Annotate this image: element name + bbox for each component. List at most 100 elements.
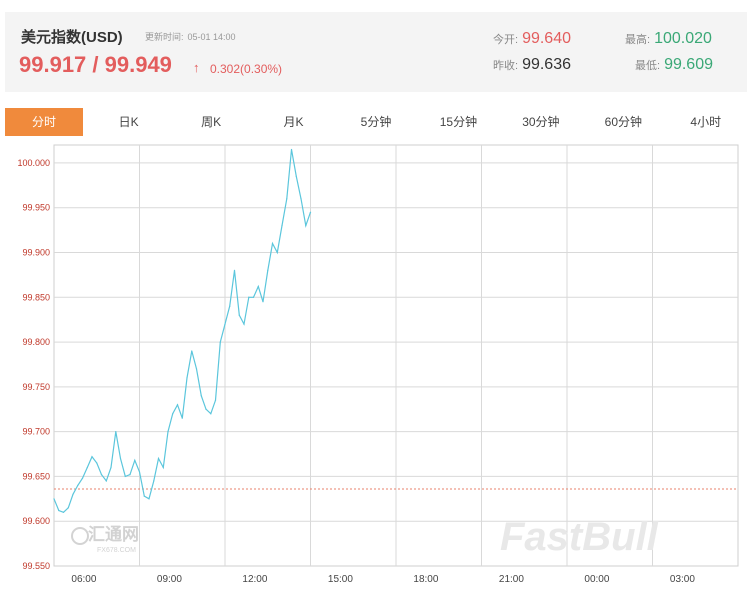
tab-6[interactable]: 30分钟 xyxy=(522,115,560,129)
watermark-logo-icon xyxy=(71,527,89,545)
y-tick-label: 99.850 xyxy=(22,292,50,302)
price-point xyxy=(224,323,226,325)
tab-3[interactable]: 月K xyxy=(283,115,304,129)
price-change: 0.302(0.30%) xyxy=(210,62,283,76)
price-point xyxy=(300,198,302,200)
update-label: 更新时间: xyxy=(145,32,184,42)
x-tick-label: 15:00 xyxy=(328,574,353,585)
price-point xyxy=(214,399,217,401)
period-tabs: 分时 日K 周K 月K 5分钟 15分钟 30分钟 60分钟 4小时 xyxy=(5,108,747,136)
price-point xyxy=(167,431,169,433)
price-point xyxy=(267,269,269,272)
low-stat: 最低: 99.609 xyxy=(635,56,713,74)
tab-5[interactable]: 15分钟 xyxy=(439,115,478,129)
price-point xyxy=(281,225,283,227)
price-point xyxy=(205,408,207,410)
price-point xyxy=(172,413,174,415)
price-point xyxy=(100,474,103,476)
price-point xyxy=(290,148,293,151)
price-point xyxy=(105,480,107,482)
x-tick-label: 06:00 xyxy=(71,574,96,585)
price-point xyxy=(134,459,136,461)
price-point xyxy=(219,341,221,343)
tab-4[interactable]: 5分钟 xyxy=(360,115,392,129)
price-point xyxy=(295,175,297,177)
price-point xyxy=(58,509,60,512)
price-point xyxy=(233,269,236,272)
price-point xyxy=(115,431,117,433)
low-label: 最低: xyxy=(635,60,661,72)
quote-panel: 美元指数(USD) 更新时间: 05-01 14:00 99.917 / 99.9… xyxy=(5,12,747,92)
price-point xyxy=(252,296,255,298)
price-point xyxy=(271,242,274,245)
price-point xyxy=(124,475,126,478)
open-stat: 今开: 99.640 xyxy=(493,30,571,48)
x-tick-label: 21:00 xyxy=(499,574,524,585)
low-value: 99.609 xyxy=(664,56,713,73)
tab-1[interactable]: 日K xyxy=(118,115,139,129)
price-point xyxy=(262,301,264,303)
price-point xyxy=(129,474,131,476)
y-tick-label: 99.700 xyxy=(22,427,50,437)
watermark-huitong: 汇通网 xyxy=(88,525,139,544)
y-tick-label: 99.750 xyxy=(22,382,50,392)
price-point xyxy=(200,395,202,397)
watermark-huitong-sub: FX678.COM xyxy=(97,547,136,554)
price-point xyxy=(257,285,259,288)
price-point xyxy=(181,417,183,419)
price-point xyxy=(148,498,150,500)
price-point xyxy=(110,466,112,469)
update-value: 05-01 14:00 xyxy=(187,32,236,42)
price-point xyxy=(305,225,307,227)
price-point xyxy=(276,251,278,254)
price-point xyxy=(119,457,122,460)
y-tick-label: 99.550 xyxy=(22,561,50,571)
open-label: 今开: xyxy=(493,34,519,46)
price-point xyxy=(62,511,65,513)
price-point xyxy=(162,466,164,469)
price-point xyxy=(157,457,160,460)
price-point xyxy=(143,495,145,497)
price-point xyxy=(229,305,231,307)
y-tick-label: 99.900 xyxy=(22,247,50,257)
prev-close-stat: 昨收: 99.636 xyxy=(493,56,571,74)
tab-7[interactable]: 60分钟 xyxy=(604,115,642,129)
watermark-fastbull: FastBull xyxy=(500,515,659,559)
x-tick-label: 00:00 xyxy=(584,574,609,585)
tab-8[interactable]: 4小时 xyxy=(690,115,722,129)
price-point xyxy=(67,507,69,509)
price-point xyxy=(243,323,245,325)
price-point xyxy=(153,480,155,482)
price-point xyxy=(77,484,79,486)
x-tick-label: 18:00 xyxy=(413,574,438,585)
price-point xyxy=(286,198,288,200)
update-time: 更新时间: 05-01 14:00 xyxy=(145,30,240,43)
price-point xyxy=(176,404,179,406)
tab-0[interactable]: 分时 xyxy=(5,108,83,136)
prev-close-label: 昨收: xyxy=(493,60,519,72)
y-tick-label: 99.600 xyxy=(22,516,50,526)
y-tick-label: 99.650 xyxy=(22,471,50,481)
price-point xyxy=(210,413,212,415)
price-point xyxy=(195,368,198,370)
tab-2[interactable]: 周K xyxy=(201,115,222,129)
price-point xyxy=(91,456,93,458)
price-point xyxy=(248,296,250,298)
prev-close-value: 99.636 xyxy=(522,56,571,73)
instrument-name: 美元指数(USD) xyxy=(21,29,123,46)
price-point xyxy=(96,462,98,464)
price-point xyxy=(238,314,240,316)
price-point xyxy=(191,350,193,352)
price-point xyxy=(186,377,188,379)
price-point xyxy=(138,471,141,473)
price-point xyxy=(309,211,312,213)
price-series-line xyxy=(53,149,312,513)
x-tick-label: 12:00 xyxy=(242,574,267,585)
price-point xyxy=(72,493,74,495)
up-arrow-icon: ↑ xyxy=(193,60,200,75)
x-tick-label: 09:00 xyxy=(157,574,182,585)
price-point xyxy=(86,466,88,469)
high-stat: 最高: 100.020 xyxy=(625,30,712,48)
x-tick-label: 03:00 xyxy=(670,574,695,585)
